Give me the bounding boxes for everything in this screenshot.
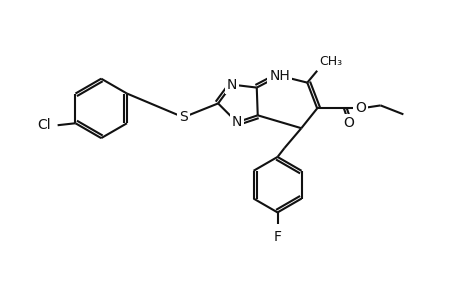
Text: CH₃: CH₃ bbox=[319, 55, 341, 68]
Text: S: S bbox=[179, 110, 187, 124]
Text: N: N bbox=[231, 115, 241, 129]
Text: NH: NH bbox=[269, 69, 289, 83]
Text: F: F bbox=[273, 230, 281, 244]
Text: O: O bbox=[354, 101, 365, 116]
Text: Cl: Cl bbox=[37, 118, 50, 132]
Text: O: O bbox=[343, 116, 353, 130]
Text: N: N bbox=[226, 78, 237, 92]
